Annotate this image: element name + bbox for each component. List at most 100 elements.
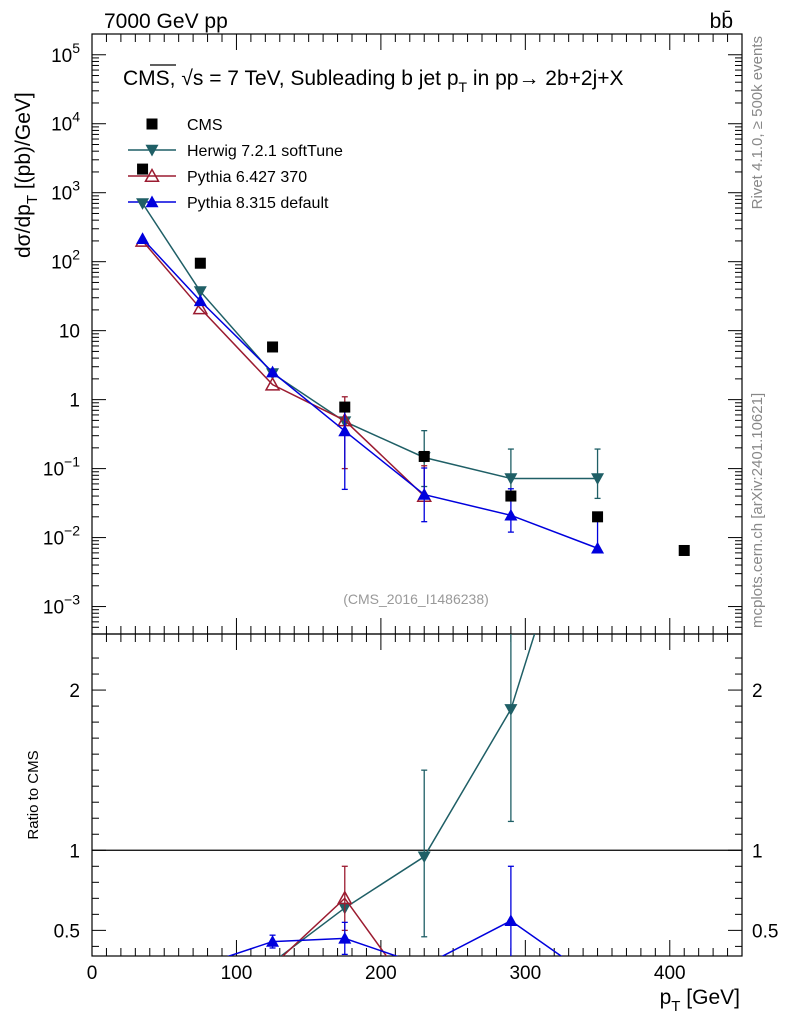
main-point-herwig xyxy=(136,198,150,210)
main-point-py8 xyxy=(266,365,280,378)
analysis-watermark: (CMS_2016_I1486238) xyxy=(343,591,489,607)
ratio-xtick-label: 300 xyxy=(509,963,541,984)
title-main: s = 7 TeV, Subleading b jet p xyxy=(193,67,459,90)
ratio-point-herwig xyxy=(591,429,604,441)
main-line-py8 xyxy=(142,238,598,549)
ratio-xtick-label: 100 xyxy=(221,963,253,984)
ratio-line-herwig xyxy=(279,634,536,956)
main-ylabel-rest: [(pb)/GeV] xyxy=(12,92,35,195)
main-point-herwig xyxy=(193,286,207,298)
ytick-exponent: 3 xyxy=(72,178,80,194)
ratio-series xyxy=(226,429,604,987)
x-axis-label: pT [GeV] xyxy=(660,986,740,1015)
legend-marker-herwig xyxy=(145,144,159,157)
ytick-base: 10 xyxy=(51,184,72,205)
title-sqrt: √ xyxy=(181,67,193,90)
legend-label-py6: Pythia 6.427 370 xyxy=(187,169,307,186)
main-ytick-label: 10−2 xyxy=(43,523,80,550)
main-series-herwig xyxy=(136,198,605,500)
ytick-base: 10 xyxy=(51,253,72,274)
ratio-point-py6 xyxy=(337,890,353,905)
ytick-base: 1 xyxy=(69,391,80,412)
main-point-cms xyxy=(137,163,149,175)
ytick-exponent: −1 xyxy=(64,454,80,470)
ratio-point-herwig xyxy=(417,851,431,864)
ratio-y-ticks: 0.5 0.5 1 1 2 2 xyxy=(54,657,778,947)
ytick-exponent: −2 xyxy=(64,523,80,539)
ytick-exponent: 4 xyxy=(72,109,80,125)
legend-marker-py8 xyxy=(145,195,159,208)
title-sub: T xyxy=(459,79,468,95)
title-suffix: in pp→ 2b+2j+X xyxy=(467,67,623,90)
ratio-xtick-label: 200 xyxy=(365,963,397,984)
ratio-ylabel: Ratio to CMS xyxy=(25,750,42,839)
ratio-ytick-label-left: 0.5 xyxy=(54,921,80,942)
legend-label-cms: CMS xyxy=(187,117,223,134)
ytick-exponent: 2 xyxy=(72,247,80,263)
main-ylabel-main: dσ/dp xyxy=(12,204,35,258)
ratio-panel: 0.5 0.5 1 1 2 2 0 100 200 300 400 Ratio to CMS xyxy=(25,429,778,987)
ytick-base: 10 xyxy=(43,460,64,481)
ytick-base: 10 xyxy=(51,46,72,67)
ratio-point-py8 xyxy=(266,935,280,947)
main-point-py8 xyxy=(136,232,150,244)
main-line-py6 xyxy=(141,240,425,497)
title-prefix: CMS, xyxy=(123,67,181,90)
rivet-version-label: Rivet 4.1.0, ≥ 500k events xyxy=(749,36,766,209)
ratio-frame xyxy=(91,633,743,957)
main-ytick-label: 10−1 xyxy=(43,454,80,481)
main-point-py8 xyxy=(504,508,518,521)
legend-marker-py6 xyxy=(144,167,160,182)
ratio-ytick-label-left: 2 xyxy=(69,681,80,702)
legend-label-py8: Pythia 8.315 default xyxy=(187,195,329,212)
plot-title: CMS, √s = 7 TeV, Subleading b jet pT in … xyxy=(123,67,624,95)
main-point-cms xyxy=(505,490,517,502)
ytick-exponent: −3 xyxy=(64,592,80,608)
ratio-ytick-label-right: 2 xyxy=(752,681,763,702)
ytick-base: 10 xyxy=(43,529,64,550)
energy-label: 7000 GeV pp xyxy=(104,10,228,33)
main-point-cms xyxy=(267,341,279,353)
main-point-cms xyxy=(592,511,604,523)
ratio-ytick-label-right: 0.5 xyxy=(752,921,778,942)
ratio-line-py8 xyxy=(226,919,563,956)
ytick-exponent: 5 xyxy=(72,40,80,56)
ratio-point-herwig xyxy=(504,704,518,716)
main-ytick-label: 10 xyxy=(59,322,80,343)
ratio-ytick-label-left: 1 xyxy=(69,841,80,862)
legend-entry-py6: Pythia 6.427 370 xyxy=(128,167,307,186)
main-point-cms xyxy=(339,401,351,413)
ratio-point-py8 xyxy=(504,914,518,926)
main-series-cms xyxy=(137,163,690,556)
legend-label-herwig: Herwig 7.2.1 softTune xyxy=(187,143,343,160)
main-point-herwig xyxy=(504,473,518,485)
legend-entry-cms: CMS xyxy=(146,117,223,134)
ratio-point-py8 xyxy=(591,975,604,987)
main-point-herwig xyxy=(591,473,605,485)
main-ytick-label: 10−3 xyxy=(43,592,80,619)
ratio-x-ticks: 0 100 200 300 400 xyxy=(87,634,743,984)
main-series xyxy=(134,163,690,556)
xlabel-rest: [GeV] xyxy=(680,986,740,1009)
ratio-series-py8 xyxy=(226,865,604,987)
ratio-point-herwig xyxy=(266,957,279,969)
main-point-py6 xyxy=(264,376,281,391)
legend: CMS Herwig 7.2.1 softTune Pythia 6.427 370… xyxy=(128,117,343,212)
ytick-base: 10 xyxy=(59,322,80,343)
ytick-base: 10 xyxy=(51,115,72,136)
main-point-py6 xyxy=(192,300,209,315)
ratio-point-py8 xyxy=(418,959,431,971)
process-label: bb̄ xyxy=(710,10,733,33)
main-ytick-label: 1 xyxy=(69,391,80,412)
ytick-base: 10 xyxy=(43,598,64,619)
main-point-cms xyxy=(194,257,206,269)
ratio-xtick-label: 400 xyxy=(654,963,686,984)
main-line-herwig xyxy=(141,202,598,480)
mcplots-label: mcplots.cern.ch [arXiv:2401.10621] xyxy=(749,393,766,628)
main-point-py8 xyxy=(338,424,352,437)
main-ytick-label: 102 xyxy=(51,247,80,274)
